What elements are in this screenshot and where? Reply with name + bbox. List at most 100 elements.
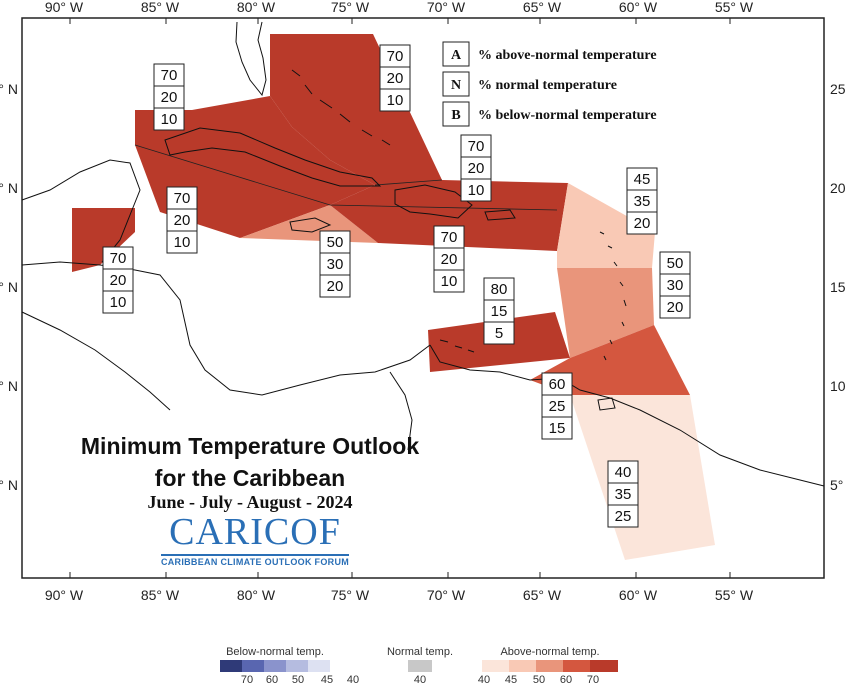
lon-label: 85° W — [141, 587, 180, 603]
colorbar-tick: 40 — [414, 674, 426, 684]
prob-above: 60 — [549, 376, 566, 393]
prob-above: 70 — [387, 48, 404, 65]
caricof-logo: CARICOF CARIBBEAN CLIMATE OUTLOOK FORUM — [150, 512, 360, 570]
prob-box-turks-caicos: 70 20 10 — [460, 134, 492, 202]
key-letter: B — [451, 108, 460, 123]
key-letter: N — [451, 78, 461, 93]
lat-label: 15° N — [830, 279, 845, 295]
logo-name: CARICOF — [169, 511, 341, 553]
prob-above: 70 — [161, 67, 178, 84]
key-text: % below-normal temperature — [478, 108, 657, 123]
prob-below: 10 — [387, 92, 404, 109]
lon-ticks-top — [69, 18, 731, 24]
prob-normal: 20 — [110, 272, 127, 289]
prob-above: 50 — [667, 255, 684, 272]
prob-below: 10 — [161, 111, 178, 128]
lon-label: 60° W — [619, 587, 658, 603]
colorbar-tick: 45 — [505, 674, 517, 684]
lat-label: 5° N — [830, 477, 845, 493]
colorbar-tick: 70 — [587, 674, 599, 684]
region-belize — [72, 208, 135, 272]
lon-label: 55° W — [715, 587, 754, 603]
prob-normal: 20 — [387, 70, 404, 87]
colorbar: Below-normal temp. Normal temp. Above-no… — [220, 646, 618, 684]
probability-boxes: 70 20 10 70 20 10 70 20 10 70 20 10 50 3… — [102, 44, 691, 528]
lon-label: 55° W — [715, 0, 754, 15]
map-subtitle: June - July - August - 2024 — [147, 492, 353, 512]
prob-normal: 20 — [174, 212, 191, 229]
lon-label: 75° W — [331, 0, 370, 15]
prob-normal: 20 — [161, 89, 178, 106]
lon-labels-top: 90° W 85° W 80° W 75° W 70° W 65° W 60° … — [45, 0, 754, 15]
prob-normal: 30 — [667, 277, 684, 294]
colorbar-above-swatch — [482, 660, 509, 672]
prob-above: 70 — [468, 138, 485, 155]
title-line-1: Minimum Temperature Outlook — [80, 433, 420, 459]
region-boundaries — [134, 144, 558, 211]
key-text: % normal temperature — [478, 78, 617, 93]
region-northern-leewards — [557, 183, 655, 268]
colorbar-tick: 60 — [266, 674, 278, 684]
key-letter: A — [451, 48, 462, 63]
colorbar-tick: 70 — [241, 674, 253, 684]
region-windward — [557, 268, 654, 358]
prob-normal: 35 — [615, 486, 632, 503]
prob-box-bahamas: 70 20 10 — [379, 44, 411, 112]
prob-below: 10 — [441, 273, 458, 290]
lat-labels-right: 25° N 20° N 15° N 10° N 5° N — [830, 81, 845, 493]
lon-ticks-bottom — [69, 572, 731, 578]
lon-label: 90° W — [45, 0, 84, 15]
prob-below: 5 — [495, 325, 503, 342]
key-legend: A % above-normal temperature N % normal … — [442, 41, 657, 127]
colorbar-below-swatch — [286, 660, 308, 672]
prob-normal: 30 — [327, 256, 344, 273]
prob-above: 70 — [441, 229, 458, 246]
lon-label: 80° W — [237, 0, 276, 15]
prob-box-northern-leewards: 45 35 20 — [626, 167, 658, 235]
prob-box-hispaniola: 70 20 10 — [433, 225, 465, 293]
colorbar-tick: 60 — [560, 674, 572, 684]
colorbar-tick: 40 — [478, 674, 490, 684]
prob-above: 80 — [491, 281, 508, 298]
colorbar-tick: 50 — [292, 674, 304, 684]
prob-below: 10 — [468, 182, 485, 199]
prob-below: 20 — [327, 278, 344, 295]
lat-labels-left: 25° N 20° N 15° N 10° N 5° N — [0, 81, 18, 493]
prob-box-trinidad: 60 25 15 — [541, 372, 573, 440]
colorbar-tick: 45 — [321, 674, 333, 684]
colorbar-normal-swatch — [408, 660, 432, 672]
map-title: Minimum Temperature Outlook for the Cari… — [40, 430, 460, 494]
colorbar-below-swatch — [220, 660, 242, 672]
lat-label: 15° N — [0, 279, 18, 295]
logo-full-name: CARIBBEAN CLIMATE OUTLOOK FORUM — [160, 554, 350, 567]
prob-below: 25 — [615, 508, 632, 525]
lat-label: 10° N — [0, 378, 18, 394]
prob-normal: 35 — [634, 193, 651, 210]
prob-box-cuba: 70 20 10 — [153, 63, 185, 131]
prob-above: 40 — [615, 464, 632, 481]
lat-label: 20° N — [0, 180, 18, 196]
lat-label: 5° N — [0, 477, 18, 493]
prob-box-abc: 80 15 5 — [483, 277, 515, 345]
lon-label: 60° W — [619, 0, 658, 15]
prob-below: 20 — [634, 215, 651, 232]
prob-normal: 20 — [441, 251, 458, 268]
colorbar-normal-title: Normal temp. — [387, 646, 453, 658]
colorbar-below-swatch — [242, 660, 264, 672]
lon-label: 65° W — [523, 0, 562, 15]
prob-box-cayman: 70 20 10 — [166, 186, 198, 254]
prob-box-jamaica: 50 30 20 — [319, 230, 351, 298]
lat-label: 25° N — [0, 81, 18, 97]
prob-below: 10 — [110, 294, 127, 311]
lon-label: 85° W — [141, 0, 180, 15]
prob-normal: 20 — [468, 160, 485, 177]
colorbar-below-title: Below-normal temp. — [226, 646, 324, 658]
lat-label: 20° N — [830, 180, 845, 196]
colorbar-tick: 50 — [533, 674, 545, 684]
prob-above: 45 — [634, 171, 651, 188]
colorbar-above-swatch — [590, 660, 618, 672]
prob-below: 10 — [174, 234, 191, 251]
colorbar-below-swatch — [264, 660, 286, 672]
prob-box-windward: 50 30 20 — [659, 251, 691, 319]
key-text: % above-normal temperature — [478, 48, 657, 63]
